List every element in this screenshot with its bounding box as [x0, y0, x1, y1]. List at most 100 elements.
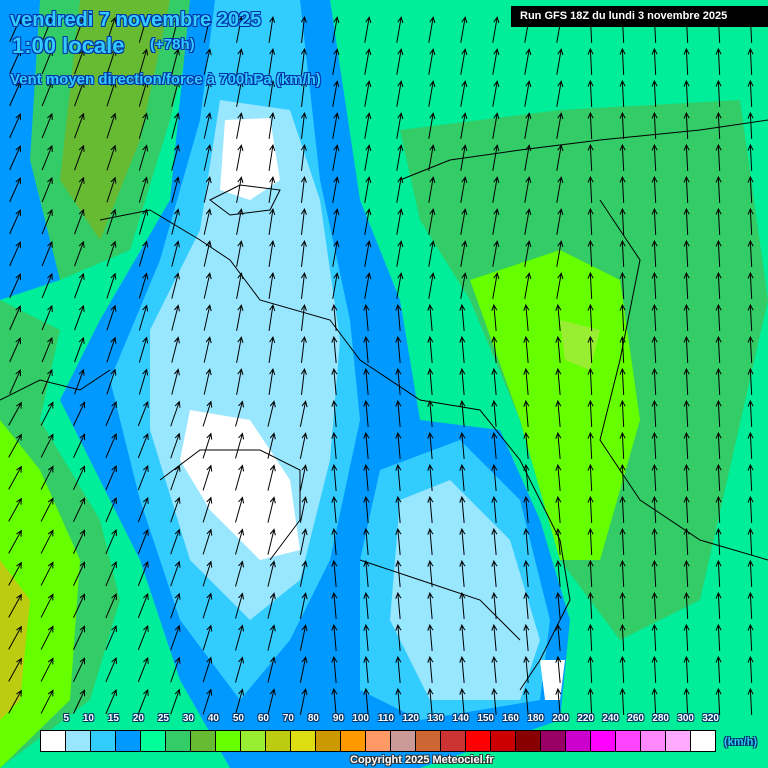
wind-arrow [587, 431, 594, 460]
wind-arrow [556, 240, 564, 267]
wind-arrow [105, 433, 117, 459]
wind-arrow [459, 495, 466, 523]
wind-arrow [395, 335, 402, 363]
wind-arrow [363, 303, 370, 331]
wind-arrow [651, 495, 658, 524]
wind-arrow [235, 560, 245, 587]
wind-arrow [619, 47, 626, 76]
wind-arrow [683, 559, 690, 588]
wind-arrow [619, 623, 626, 652]
legend-swatch [416, 731, 441, 751]
wind-arrow [106, 112, 117, 139]
wind-arrow [267, 624, 276, 651]
wind-arrow [683, 623, 690, 652]
wind-arrow [683, 655, 690, 684]
wind-arrow [587, 655, 594, 684]
wind-arrow [203, 48, 212, 75]
wind-arrow [332, 144, 340, 171]
wind-arrow [40, 625, 54, 650]
wind-arrow [138, 16, 149, 43]
wind-arrow [235, 400, 245, 427]
wind-arrow [747, 623, 754, 652]
wind-arrow [428, 80, 436, 107]
wind-arrow [460, 240, 468, 267]
wind-arrow [41, 272, 53, 299]
wind-arrow [651, 687, 658, 716]
wind-arrow [459, 591, 466, 619]
wind-arrow [747, 207, 754, 236]
wind-arrow [747, 239, 754, 268]
wind-arrow [651, 463, 658, 492]
wind-arrow [715, 175, 722, 204]
wind-arrow [619, 143, 626, 172]
wind-arrow [41, 144, 53, 171]
wind-arrow [396, 272, 404, 299]
wind-arrow [74, 48, 85, 75]
wind-arrow [300, 15, 307, 43]
wind-arrow [683, 431, 690, 460]
wind-arrow [587, 559, 594, 588]
wind-arrow [459, 399, 466, 427]
wind-arrow [137, 432, 149, 459]
wind-arrow [747, 111, 754, 140]
legend-label: 220 [577, 713, 594, 724]
wind-arrow [396, 48, 404, 75]
wind-arrow [747, 687, 754, 716]
wind-arrow [491, 335, 498, 363]
wind-arrow [299, 496, 308, 523]
wind-arrow [268, 336, 276, 363]
wind-arrow [363, 367, 370, 395]
wind-arrow [524, 80, 532, 107]
wind-arrow [203, 240, 212, 267]
legend-swatch [516, 731, 541, 751]
wind-arrow [556, 48, 564, 75]
wind-arrow [619, 431, 626, 460]
wind-arrow [491, 623, 498, 651]
wind-arrow [715, 623, 722, 652]
wind-arrow [523, 335, 530, 363]
wind-arrow [587, 591, 594, 620]
wind-arrow [332, 208, 340, 235]
wind-arrow [651, 591, 658, 620]
wind-arrow [619, 655, 626, 684]
wind-arrow [105, 465, 117, 491]
wind-arrow [170, 496, 181, 523]
wind-arrow [137, 496, 149, 523]
wind-arrow [74, 112, 85, 139]
wind-arrow [268, 368, 276, 395]
wind-arrow [395, 495, 402, 523]
wind-arrow [331, 527, 338, 555]
wind-arrow [523, 367, 530, 395]
wind-arrow [268, 112, 276, 139]
wind-arrow [363, 527, 370, 555]
wind-arrow [268, 80, 276, 107]
wind-arrow [73, 689, 86, 714]
wind-arrow [74, 368, 85, 395]
legend-label: 60 [257, 713, 269, 724]
wind-arrow [236, 176, 244, 203]
wind-arrow [235, 656, 245, 683]
wind-arrow [268, 208, 276, 235]
wind-arrow [524, 112, 532, 139]
legend-label: 320 [702, 713, 719, 724]
wind-arrow [332, 80, 340, 107]
wind-arrow [105, 401, 117, 427]
wind-arrow [364, 272, 372, 299]
wind-arrow [459, 687, 466, 715]
wind-arrow [137, 656, 149, 683]
wind-arrow [203, 176, 212, 203]
wind-arrow [428, 112, 436, 139]
wind-arrow [428, 240, 436, 267]
wind-arrow [138, 80, 149, 107]
wind-arrow [9, 177, 21, 203]
wind-arrow [268, 144, 276, 171]
wind-arrow [171, 16, 180, 43]
wind-arrow [364, 176, 372, 203]
wind-arrow [491, 687, 498, 715]
wind-arrow [524, 176, 532, 203]
wind-arrow [492, 144, 500, 171]
wind-arrow [747, 591, 754, 620]
wind-arrow [747, 175, 754, 204]
wind-arrow [299, 400, 308, 427]
wind-arrow [40, 657, 54, 682]
